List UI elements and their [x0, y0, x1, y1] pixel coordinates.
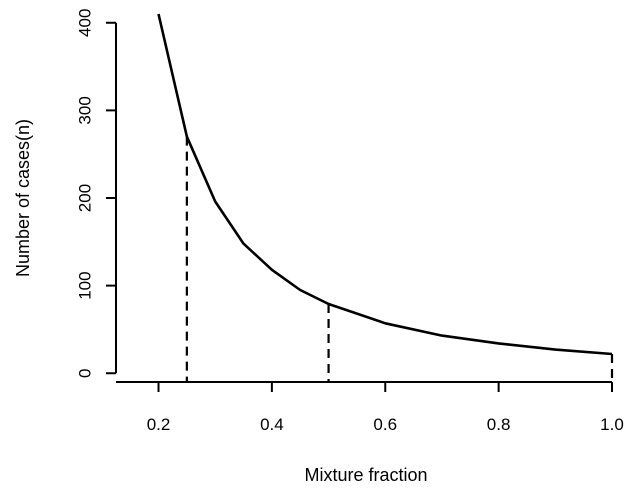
x-tick-label: 0.6	[373, 415, 397, 434]
dashed-drop-lines	[185, 136, 614, 381]
y-tick-label: 300	[75, 96, 94, 124]
y-axis-title: Number of cases(n)	[13, 119, 33, 277]
x-tick-label: 0.8	[487, 415, 511, 434]
series-line	[157, 13, 613, 356]
y-tick-label: 200	[75, 184, 94, 212]
x-tick-label: 0.2	[147, 415, 171, 434]
y-tick-label: 400	[75, 9, 94, 37]
x-axis: 0.2 0.4 0.6 0.8 1.0	[116, 381, 624, 434]
y-axis: 0 100 200 300 400	[75, 9, 117, 378]
y-tick-label: 100	[75, 271, 94, 299]
x-tick-label: 0.4	[260, 415, 284, 434]
x-tick-label: 1.0	[600, 415, 624, 434]
y-tick-label: 0	[75, 369, 94, 378]
x-axis-title: Mixture fraction	[304, 465, 427, 485]
